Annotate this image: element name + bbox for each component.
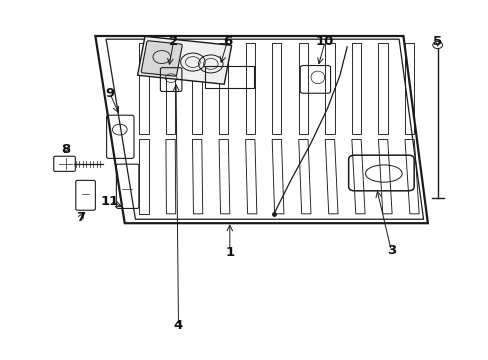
Text: 8: 8 [61,143,70,156]
Text: 5: 5 [432,35,441,48]
Text: 1: 1 [225,246,234,258]
Text: 2: 2 [169,35,178,48]
Text: 11: 11 [101,195,119,208]
Text: 3: 3 [386,244,395,257]
FancyBboxPatch shape [141,41,182,76]
Text: 6: 6 [223,35,231,48]
Text: 4: 4 [174,319,183,332]
Text: 7: 7 [76,211,85,224]
Text: 10: 10 [315,35,334,48]
Bar [205,66,254,88]
Text: 9: 9 [105,87,114,100]
FancyBboxPatch shape [137,36,231,84]
